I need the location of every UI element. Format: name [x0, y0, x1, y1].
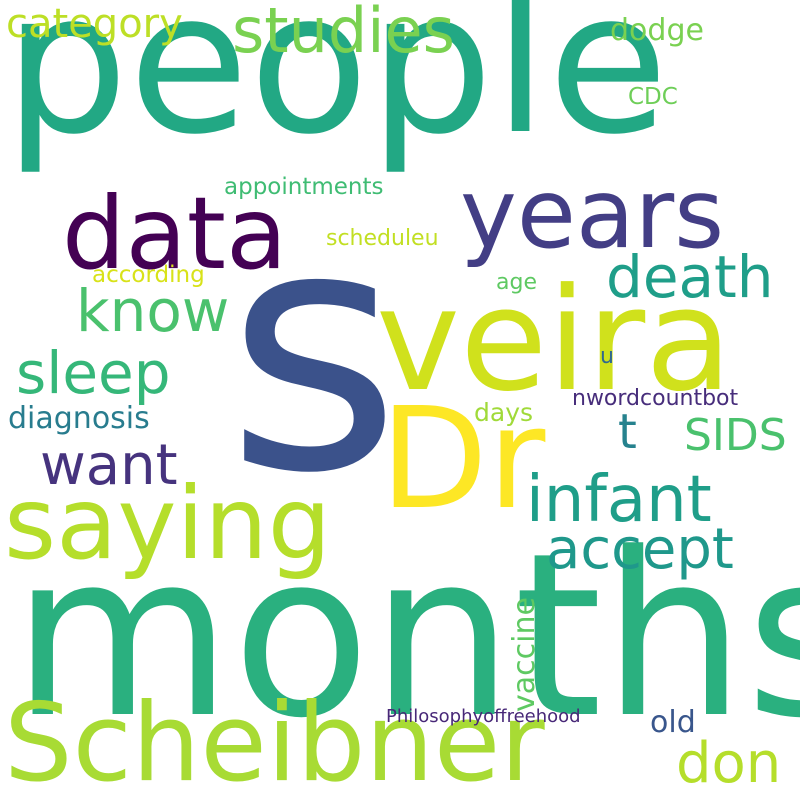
word-s: s [226, 156, 402, 547]
word-scheibner: Scheibner [4, 681, 545, 800]
word-scheduleu: scheduleu [326, 226, 439, 251]
word-cdc: CDC [628, 84, 678, 110]
word-u: u [600, 344, 614, 369]
word-philosophy: Philosophyoffreehood [386, 706, 581, 727]
word-according: according [92, 262, 205, 288]
word-dr: Dr [380, 378, 546, 541]
word-data: data [62, 175, 288, 292]
word-appointments: appointments [224, 174, 384, 200]
word-sleep: sleep [16, 339, 171, 407]
word-months: months [12, 505, 800, 768]
word-age: age [496, 270, 537, 295]
word-diagnosis: diagnosis [8, 401, 150, 436]
word-sids: SIDS [684, 410, 787, 461]
word-years: years [460, 158, 725, 270]
word-death: death [606, 243, 774, 311]
word-vaccine: vaccine [507, 597, 542, 712]
word-don: don [676, 731, 782, 796]
word-accept: accept [546, 517, 734, 582]
word-know: know [76, 277, 230, 345]
word-category: category [6, 1, 183, 47]
word-nwordcountbot: nwordcountbot [572, 386, 739, 411]
word-want: want [40, 433, 178, 498]
word-people: people [4, 0, 669, 178]
word-days: days [474, 398, 534, 427]
word-veira: veira [376, 258, 733, 423]
word-t: t [618, 404, 637, 460]
word-dodge: dodge [610, 13, 704, 48]
word-old: old [650, 705, 696, 740]
word-infant: infant [526, 463, 712, 537]
word-saying: saying [4, 465, 332, 582]
word-studies: studies [232, 0, 455, 67]
